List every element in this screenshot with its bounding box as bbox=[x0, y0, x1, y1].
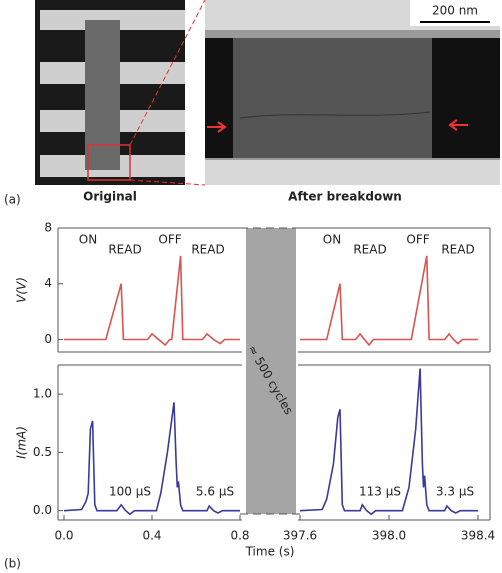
x-tick-label: 398.0 bbox=[372, 529, 406, 543]
axis-frame bbox=[298, 364, 491, 521]
x-tick-label: 0.4 bbox=[142, 529, 161, 543]
axis-frame bbox=[298, 227, 491, 353]
annotation: ON bbox=[79, 233, 97, 247]
zoom-box bbox=[87, 144, 131, 181]
y-tick-label: 0.5 bbox=[33, 445, 52, 459]
annotation: READ bbox=[441, 243, 474, 257]
scale-label: 200 nm bbox=[432, 4, 478, 18]
data-line bbox=[300, 255, 478, 347]
y-tick-label: 8 bbox=[44, 221, 52, 235]
annotation: ON bbox=[323, 233, 341, 247]
annotation: OFF bbox=[406, 233, 429, 247]
y-axis-label: V(V) bbox=[15, 277, 29, 303]
arrows bbox=[207, 119, 468, 133]
data-line bbox=[63, 402, 240, 516]
annotation: 5.6 µS bbox=[196, 485, 234, 499]
axis-frame bbox=[57, 364, 242, 521]
y-tick-label: 4 bbox=[44, 276, 52, 290]
panel-label: (b) bbox=[4, 557, 21, 571]
x-tick-label: 0.8 bbox=[230, 529, 249, 543]
annotation: READ bbox=[191, 243, 224, 257]
annotation: 113 µS bbox=[359, 485, 401, 499]
x-tick-label: 398.4 bbox=[461, 529, 495, 543]
annotation: OFF bbox=[158, 233, 181, 247]
annotation: READ bbox=[108, 243, 141, 257]
y-tick-label: 1.0 bbox=[33, 387, 52, 401]
y-tick-label: 0.0 bbox=[33, 503, 52, 517]
y-axis-label: I(mA) bbox=[15, 426, 29, 459]
gap bbox=[246, 228, 296, 514]
channel bbox=[225, 38, 440, 158]
annotation: READ bbox=[353, 243, 386, 257]
caption: Original bbox=[83, 190, 137, 204]
annotation: 3.3 µS bbox=[436, 485, 474, 499]
y-tick-label: 0 bbox=[44, 332, 52, 346]
x-tick-label: 397.6 bbox=[283, 529, 317, 543]
break-lines bbox=[240, 227, 300, 515]
data-line bbox=[64, 255, 240, 347]
annotation: 100 µS bbox=[109, 485, 151, 499]
x-tick-label: 0.0 bbox=[54, 529, 73, 543]
x-axis-label: Time (s) bbox=[245, 545, 295, 559]
axis-frame bbox=[57, 227, 242, 353]
panel-label: (a) bbox=[4, 193, 21, 207]
caption: After breakdown bbox=[288, 190, 402, 204]
data-line bbox=[299, 368, 478, 516]
zoom-lines bbox=[129, 0, 206, 186]
